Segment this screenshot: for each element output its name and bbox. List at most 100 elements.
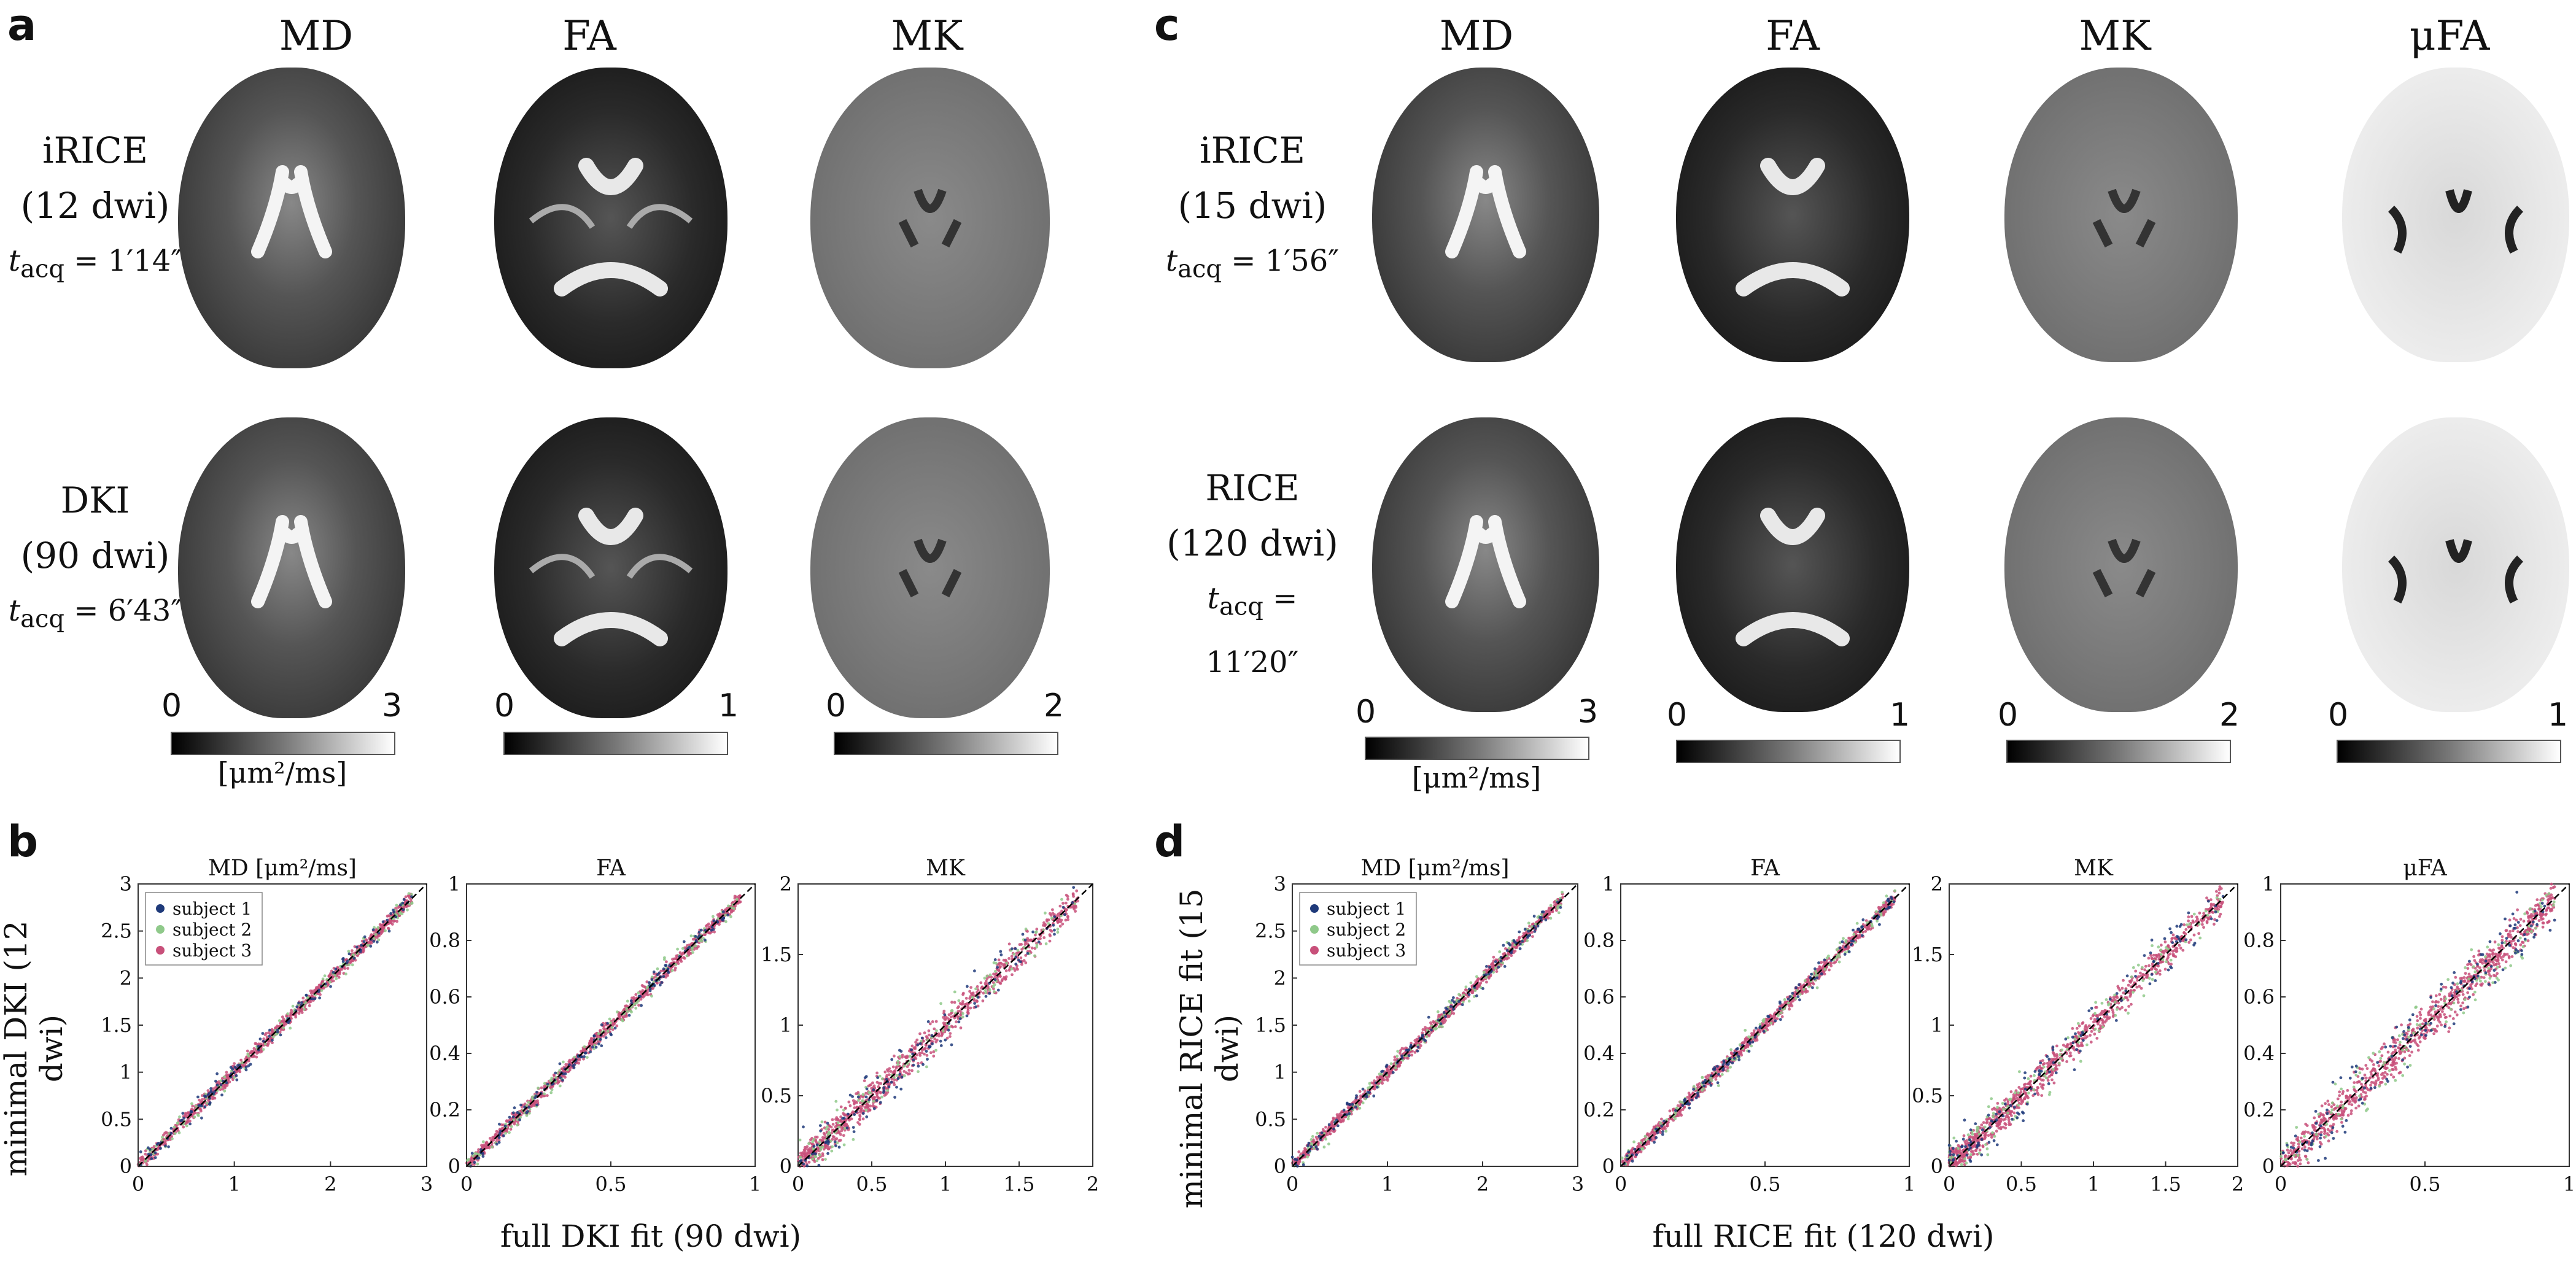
white-matter-shape xyxy=(1736,508,1850,646)
scatter-point xyxy=(1502,943,1505,947)
colorbar-fa xyxy=(503,732,728,755)
scatter-point xyxy=(846,1112,850,1116)
scatter-point xyxy=(1389,1062,1393,1066)
scatter-point xyxy=(535,1090,538,1094)
scatter-point xyxy=(554,1076,558,1079)
scatter-point xyxy=(262,1037,266,1040)
colorbar-ufa-max: 1 xyxy=(2548,697,2569,734)
scatter-point xyxy=(1536,924,1540,928)
scatter-point xyxy=(173,1132,177,1135)
scatter-point xyxy=(976,996,980,999)
scatter-point xyxy=(896,1077,900,1080)
scatter-point xyxy=(658,971,661,975)
scatter-point xyxy=(890,1080,893,1084)
scatter-point xyxy=(821,1136,824,1139)
scatter-point xyxy=(664,972,667,976)
scatter-point xyxy=(935,1029,938,1033)
scatter-point xyxy=(609,1021,612,1025)
scatter-point xyxy=(1380,1070,1384,1074)
scatter-point xyxy=(311,994,314,998)
scatter-point xyxy=(191,1104,195,1108)
scatter-point xyxy=(397,906,400,909)
scatter-point xyxy=(591,1045,594,1049)
scatter-point xyxy=(543,1092,546,1096)
scatter-point xyxy=(799,1159,803,1162)
y-tick-label: 2 xyxy=(780,872,792,896)
scatter-point xyxy=(1473,989,1477,992)
scatter-point xyxy=(953,990,956,994)
scatter-point xyxy=(927,1033,931,1037)
column-title-ufa: μFA xyxy=(2409,12,2490,60)
scatter-point xyxy=(206,1093,210,1097)
scatter-point xyxy=(301,996,305,1000)
scatter-point xyxy=(500,1123,503,1126)
scatter-point xyxy=(896,1063,900,1066)
scatter-point xyxy=(902,1074,906,1077)
scatter-point xyxy=(860,1099,864,1103)
ufa-structure-shape xyxy=(2388,539,2524,604)
scatter-point xyxy=(818,1153,821,1157)
scatter-point xyxy=(921,1063,925,1066)
scatter-point xyxy=(255,1052,258,1055)
scatter-point xyxy=(407,894,411,898)
scatter-point xyxy=(410,901,414,905)
scatter-point xyxy=(1026,951,1030,955)
scatter-point xyxy=(1044,912,1047,915)
scatter-point xyxy=(589,1050,592,1053)
scatter-point xyxy=(1375,1085,1379,1089)
scatter-point xyxy=(875,1099,879,1102)
scatter-point xyxy=(900,1075,904,1079)
scatter-point xyxy=(803,1145,807,1149)
scatter-point xyxy=(328,974,331,977)
scatter-point xyxy=(215,1072,219,1075)
scatter-point xyxy=(239,1058,242,1062)
scatter-point xyxy=(286,1012,290,1015)
scatter-point xyxy=(974,987,977,991)
scatter-point xyxy=(377,938,381,942)
scatter-point xyxy=(1502,952,1505,956)
scatter-point xyxy=(1016,967,1019,971)
scatter-point xyxy=(1495,970,1499,973)
scatter-point xyxy=(1391,1071,1395,1074)
legend-marker xyxy=(1310,904,1319,913)
scatter-point xyxy=(1001,978,1004,982)
scatter-point xyxy=(953,1001,956,1004)
scatter-point xyxy=(196,1113,200,1117)
scatter-point xyxy=(879,1091,882,1095)
scatter-point xyxy=(152,1145,156,1149)
scatter-point xyxy=(934,1048,937,1052)
scatter-point xyxy=(1461,1003,1464,1007)
scatter-point xyxy=(138,1157,142,1160)
scatter-point xyxy=(221,1087,225,1091)
scatter-point xyxy=(1559,905,1562,909)
scatter-point xyxy=(271,1035,275,1039)
row-label-irice: iRICE (12 dwi) tacq = 1′14″ xyxy=(8,130,182,284)
scatter-point xyxy=(1306,1155,1309,1159)
scatter-point xyxy=(1013,969,1017,972)
scatter-point xyxy=(1011,947,1014,950)
scatter-point xyxy=(1354,1106,1357,1109)
scatter-point xyxy=(837,1145,841,1149)
scatter-point xyxy=(1368,1082,1371,1085)
scatter-point xyxy=(939,1002,942,1005)
y-tick-label: 1 xyxy=(780,1013,792,1037)
white-matter-shape xyxy=(1736,158,1850,296)
scatter-point xyxy=(608,1017,611,1021)
scatter-point xyxy=(872,1107,876,1110)
scatter-point xyxy=(812,1145,816,1148)
scatter-point xyxy=(525,1114,529,1117)
scatter-point xyxy=(819,1129,822,1133)
scatter-point xyxy=(516,1110,519,1114)
x-tick-label: 3 xyxy=(1572,1172,1584,1196)
scatter-point xyxy=(475,1152,478,1155)
scatter-point xyxy=(1527,921,1530,925)
scatter-point xyxy=(689,934,693,937)
scatter-point xyxy=(983,988,987,992)
scatter-point xyxy=(467,1158,470,1161)
scatter-point xyxy=(831,1123,835,1126)
scatter-point xyxy=(1439,1022,1443,1026)
scatter-point xyxy=(1540,913,1543,916)
scatter-point xyxy=(1290,1155,1294,1159)
scatter-point xyxy=(554,1071,557,1075)
scatter-point xyxy=(366,943,369,947)
